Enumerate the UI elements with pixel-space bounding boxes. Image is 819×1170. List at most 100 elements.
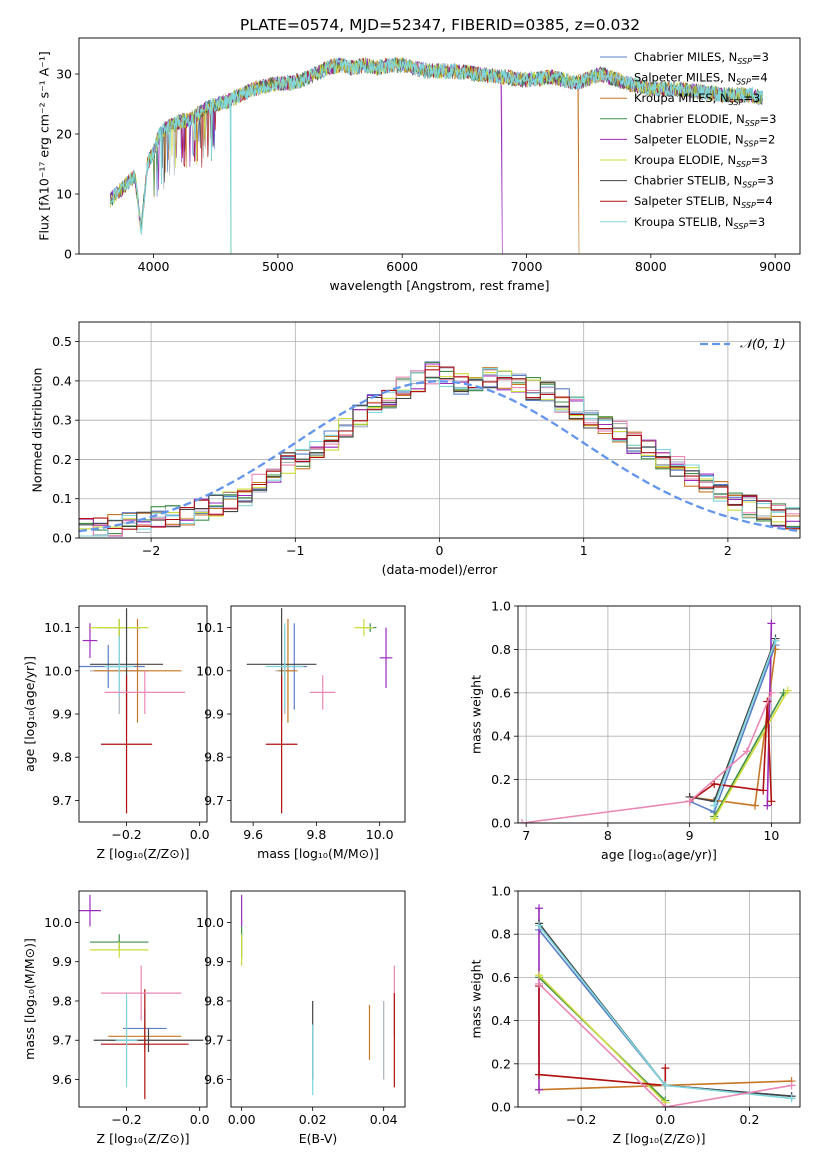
weight-marker bbox=[685, 797, 694, 806]
x-tick-label: −0.2 bbox=[566, 1112, 596, 1127]
legend-entry: Salpeter MILES, NSSP=4 bbox=[634, 71, 768, 87]
x-tick-label: 0.04 bbox=[370, 1112, 398, 1127]
axes-frame bbox=[78, 321, 801, 539]
axes-weight_vs_age: 7 8 9 10 0.0 0.2 0.4 0.6 0.8 1.0 age [log₁₀(age/yr… bbox=[468, 599, 801, 862]
plot-area-mass_vs_EBV bbox=[241, 894, 395, 1096]
weight-line bbox=[713, 692, 785, 817]
y-tick-label: 9.7 bbox=[204, 1033, 224, 1048]
y-axis-label: Flux [fλ10⁻¹⁷ erg cm⁻² s⁻¹ A⁻¹] bbox=[37, 51, 52, 240]
y-tick-label: 9.9 bbox=[52, 954, 72, 969]
weight-marker bbox=[710, 779, 719, 788]
y-tick-label: 0.6 bbox=[491, 685, 511, 700]
frame: −2 −1 0 1 2 0.0 0.1 0.2 0.3 0.4 0.5 (data-model)/er… bbox=[29, 321, 801, 577]
y-tick-label: 9.8 bbox=[52, 750, 72, 765]
y-tick-label: 10.0 bbox=[196, 915, 224, 930]
y-tick-label: 9.6 bbox=[204, 1072, 224, 1087]
x-axis-label: Z [log₁₀(Z/Z⊙)] bbox=[97, 846, 190, 861]
errorbar-point bbox=[354, 618, 374, 637]
errorbar-point bbox=[115, 993, 138, 1088]
x-tick-label: 7 bbox=[522, 828, 530, 843]
weight-marker bbox=[535, 979, 544, 988]
weight-line bbox=[538, 974, 666, 1104]
y-tick-label: 9.6 bbox=[52, 1072, 72, 1087]
axes-mass_vs_Z: −0.2 0.0 9.6 9.7 9.8 9.9 10.0 Z [log₁₀(Z/Z⊙)] ma… bbox=[22, 890, 210, 1146]
y-tick-label: 0.0 bbox=[52, 531, 72, 546]
errorbar-point bbox=[265, 675, 298, 814]
weight-line bbox=[689, 701, 773, 802]
y-tick-label: 0.3 bbox=[52, 413, 72, 428]
errorbar-point bbox=[104, 636, 134, 697]
axes-frame bbox=[230, 605, 406, 823]
histogram-chabrier_stelib bbox=[79, 376, 800, 528]
y-tick-label: 30 bbox=[56, 67, 72, 82]
x-tick-label: 5000 bbox=[262, 259, 294, 274]
y-axis-label: age [log₁₀(age/yr)] bbox=[22, 656, 37, 772]
y-tick-label: 0.2 bbox=[52, 452, 72, 467]
weight-marker bbox=[535, 971, 544, 980]
x-tick-label: 0 bbox=[436, 543, 444, 558]
x-tick-label: 7000 bbox=[511, 259, 543, 274]
axes-frame bbox=[517, 890, 801, 1108]
axes-frame bbox=[78, 605, 208, 823]
frame: 0.00 0.02 0.04 9.6 9.7 9.8 9.9 10.0 E(B-V) bbox=[196, 890, 406, 1146]
y-tick-label: 9.8 bbox=[204, 993, 224, 1008]
histogram-salpeter_elodie bbox=[79, 363, 800, 537]
weight-line bbox=[521, 692, 773, 823]
x-axis-label: Z [log₁₀(Z/Z⊙)] bbox=[613, 1131, 706, 1146]
x-tick-label: 8000 bbox=[635, 259, 667, 274]
y-tick-label: 9.8 bbox=[204, 750, 224, 765]
y-tick-label: 9.9 bbox=[204, 707, 224, 722]
frame: 9.6 9.8 10.0 9.7 9.8 9.9 10.0 10.1 mass [log₁₀(M… bbox=[196, 605, 406, 861]
legend-entry: Chabrier STELIB, NSSP=3 bbox=[634, 174, 774, 190]
y-tick-label: 9.7 bbox=[52, 793, 72, 808]
plot-area-weight_vs_Z bbox=[535, 904, 796, 1107]
y-tick-label: 0.4 bbox=[52, 373, 72, 388]
x-tick-label: 0.00 bbox=[228, 1112, 256, 1127]
axes-residuals: −2 −1 0 1 2 0.0 0.1 0.2 0.3 0.4 0.5 (data-model)/er… bbox=[29, 321, 801, 577]
weight-line bbox=[538, 986, 667, 1087]
weight-line bbox=[538, 983, 792, 1107]
y-tick-label: 10.0 bbox=[196, 663, 224, 678]
x-tick-label: 0.0 bbox=[190, 827, 210, 842]
weight-marker bbox=[661, 1081, 670, 1090]
x-tick-label: −0.2 bbox=[111, 827, 141, 842]
x-tick-label: 9 bbox=[686, 828, 694, 843]
y-tick-label: 0.8 bbox=[491, 927, 511, 942]
legend-entry: Kroupa ELODIE, NSSP=3 bbox=[634, 153, 768, 169]
weight-marker bbox=[751, 801, 760, 810]
x-tick-label: 0.02 bbox=[299, 1112, 327, 1127]
legend-entry: Kroupa STELIB, NSSP=3 bbox=[634, 215, 765, 231]
y-tick-label: 20 bbox=[56, 127, 72, 142]
errorbar-point bbox=[100, 965, 182, 1021]
y-tick-label: 0 bbox=[64, 247, 72, 262]
y-tick-label: 0.0 bbox=[491, 1100, 511, 1115]
x-tick-label: 8 bbox=[604, 828, 612, 843]
y-axis-label: mass weight bbox=[468, 959, 483, 1038]
y-axis-label: mass [log₁₀(M/M⊙)] bbox=[22, 938, 37, 1060]
legend-entry: Kroupa MILES, NSSP=3 bbox=[634, 91, 760, 107]
weight-marker bbox=[518, 819, 527, 823]
weight-marker bbox=[535, 921, 544, 930]
weight-line bbox=[689, 638, 777, 803]
x-tick-label: −1 bbox=[286, 543, 304, 558]
y-tick-label: 10.1 bbox=[44, 620, 72, 635]
normal-curve bbox=[79, 380, 800, 533]
figure-title: PLATE=0574, MJD=52347, FIBERID=0385, z=0… bbox=[240, 16, 640, 34]
weight-marker bbox=[535, 904, 544, 913]
x-axis-label: age [log₁₀(age/yr)] bbox=[601, 847, 717, 862]
errorbar-point bbox=[89, 942, 149, 958]
errorbar-point bbox=[100, 989, 189, 1100]
frame: −0.2 0.0 9.7 9.8 9.9 10.0 10.1 Z [log₁₀(Z/Z⊙)] a… bbox=[22, 605, 210, 861]
y-tick-label: 0.8 bbox=[491, 642, 511, 657]
errorbar-point bbox=[93, 1028, 204, 1053]
axes-age_vs_mass: 9.6 9.8 10.0 9.7 9.8 9.9 10.0 10.1 mass [log₁₀(M… bbox=[196, 605, 406, 861]
frame: 7 8 9 10 0.0 0.2 0.4 0.6 0.8 1.0 age [log₁₀(age/yr… bbox=[468, 599, 801, 862]
x-tick-label: 9.8 bbox=[306, 827, 326, 842]
x-tick-label: 9.6 bbox=[243, 827, 263, 842]
y-tick-label: 9.9 bbox=[52, 707, 72, 722]
plot-area-mass_vs_Z bbox=[79, 894, 204, 1100]
y-tick-label: 0.2 bbox=[491, 1056, 511, 1071]
x-axis-label: Z [log₁₀(Z/Z⊙)] bbox=[97, 1131, 190, 1146]
errorbar-point bbox=[100, 675, 153, 814]
